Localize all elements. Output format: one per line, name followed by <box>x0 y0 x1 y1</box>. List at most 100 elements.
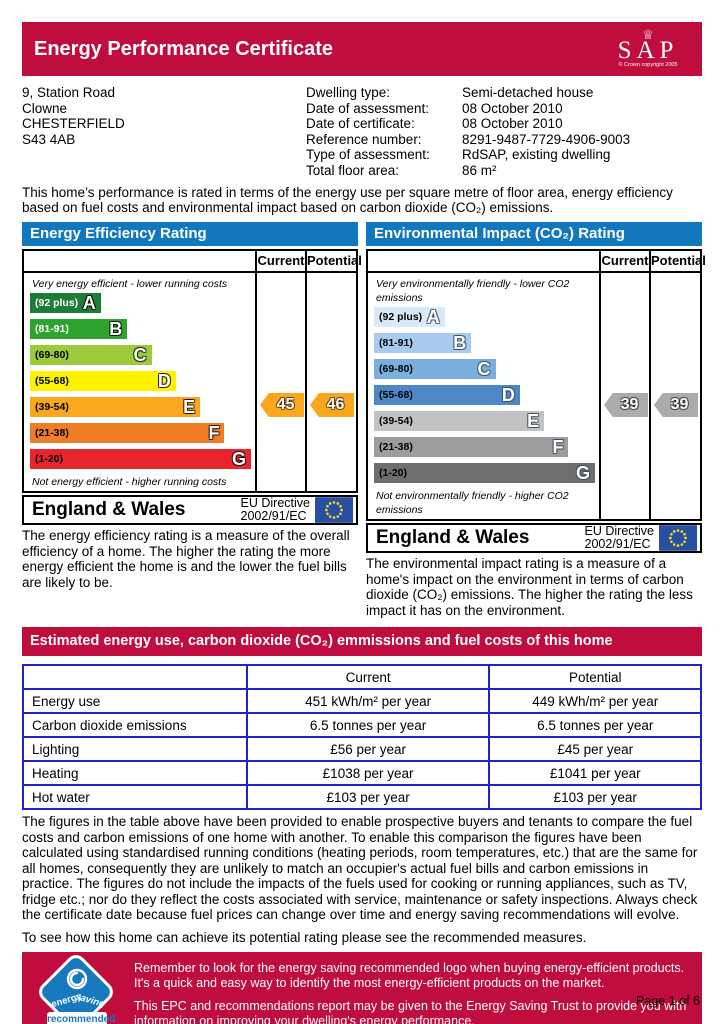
potential-column-header: Potential <box>305 251 362 271</box>
rating-band: (21-38) F <box>374 437 569 457</box>
detail-value: 8291-9487-7729-4906-9003 <box>462 131 631 147</box>
band-range-label: (81-91) <box>35 323 69 335</box>
chart-column-headers: Current Potential <box>24 251 362 273</box>
address-line: CHESTERFIELD <box>22 116 125 131</box>
property-info: 9, Station Road Clowne CHESTERFIELD S43 4AB… <box>22 85 702 178</box>
detail-row: Dwelling type: Semi-detached house <box>306 85 702 101</box>
header-band: Energy Performance Certificate ♕ SAP © C… <box>22 22 702 76</box>
potential-value-cell: £103 per year <box>488 784 702 810</box>
rating-band: (1-20) G <box>30 449 251 469</box>
rating-charts: Energy Efficiency Rating Current Potenti… <box>22 222 706 618</box>
band-range-label: (92 plus) <box>35 297 79 309</box>
current-value-cell: 6.5 tonnes per year <box>245 712 491 738</box>
page-title: Energy Performance Certificate <box>34 37 334 60</box>
rating-bands: (92 plus) A (81-91) B (69-80) C (55-68) … <box>374 307 595 483</box>
potential-rating-arrow: 39 <box>654 393 698 417</box>
rating-chart: Current Potential Very energy efficient … <box>22 249 362 493</box>
detail-label: Date of assessment: <box>306 100 430 116</box>
band-letter: A <box>82 293 96 313</box>
detail-row: Date of assessment: 08 October 2010 <box>306 101 702 117</box>
table-header-current: Current <box>245 664 491 690</box>
energy-saving-trust-note: This EPC and recommendations report may … <box>134 999 687 1024</box>
current-column: 45 <box>255 273 305 491</box>
rating-band: (92 plus) A <box>374 307 445 327</box>
band-range-label: (55-68) <box>35 375 69 387</box>
eu-directive-label: EU Directive 2002/91/EC <box>584 524 654 551</box>
bottom-caption: Not energy efficient - higher running co… <box>32 476 227 488</box>
potential-column: 46 <box>305 273 356 491</box>
chart-column-headers: Current Potential <box>368 251 706 273</box>
top-caption: Very energy efficient - lower running co… <box>32 278 228 290</box>
cost-table-header-row: Current Potential <box>22 664 702 690</box>
property-address: 9, Station Road Clowne CHESTERFIELD S43 4AB <box>22 85 306 178</box>
recommended-measures-note: To see how this home can achieve its pot… <box>22 929 587 945</box>
detail-value: Semi-detached house <box>462 85 594 100</box>
eu-directive-label: EU Directive 2002/91/EC <box>240 496 310 523</box>
detail-label: Date of certificate: <box>306 116 415 131</box>
current-column-header: Current <box>599 251 649 271</box>
band-range-label: (1-20) <box>379 467 408 479</box>
band-letter: C <box>477 359 491 379</box>
rating-band: (81-91) B <box>30 319 128 339</box>
rating-band: (21-38) F <box>30 423 225 443</box>
band-range-label: (1-20) <box>35 453 64 465</box>
estimated-costs-section-header: Estimated energy use, carbon dioxide (CO… <box>22 627 702 656</box>
energy-saving-logo-note: Remember to look for the energy saving r… <box>134 961 685 990</box>
rating-band: (69-80) C <box>374 359 496 379</box>
cost-table-row: Hot water £103 per year £103 per year <box>22 784 702 810</box>
detail-row: Date of certificate: 08 October 2010 <box>306 116 702 132</box>
current-rating-arrow: 39 <box>604 393 648 417</box>
rating-chart: Current Potential Very environmentally f… <box>366 249 706 521</box>
band-range-label: (39-54) <box>379 415 413 427</box>
table-header-potential: Potential <box>488 664 702 690</box>
cost-table-row: Carbon dioxide emissions 6.5 tonnes per … <box>22 712 702 738</box>
cost-table-row: Lighting £56 per year £45 per year <box>22 736 702 762</box>
energy-efficiency-rating-panel: Energy Efficiency Rating Current Potenti… <box>22 222 362 618</box>
band-range-label: (55-68) <box>379 389 413 401</box>
cost-table: Current Potential Energy use 451 kWh/m² … <box>22 664 702 810</box>
region-label: England & Wales <box>376 527 530 548</box>
band-range-label: (69-80) <box>379 363 413 375</box>
region-footer: England & Wales EU Directive 2002/91/EC <box>22 495 358 525</box>
detail-label: Type of assessment: <box>306 147 430 162</box>
current-value-cell: £1038 per year <box>245 760 491 786</box>
crown-icon: ♕ <box>642 26 654 42</box>
band-letter: E <box>183 397 196 417</box>
sap-logo-text: SAP <box>617 36 679 64</box>
band-letter: D <box>157 371 171 391</box>
energy-saving-recommended-logo: energy saving recommended Certification … <box>34 950 120 1024</box>
rating-band: (81-91) B <box>374 333 472 353</box>
row-label-cell: Carbon dioxide emissions <box>22 712 248 738</box>
detail-value: 86 m² <box>462 162 497 178</box>
row-label-cell: Heating <box>22 760 248 786</box>
rating-band: (55-68) D <box>374 385 520 405</box>
eu-flag-icon <box>659 525 697 551</box>
detail-value: 08 October 2010 <box>462 116 563 131</box>
detail-value: RdSAP, existing dwelling <box>462 147 611 162</box>
band-letter: B <box>453 333 467 353</box>
band-range-label: (69-80) <box>35 349 69 361</box>
potential-value-cell: 6.5 tonnes per year <box>488 712 702 738</box>
band-range-label: (21-38) <box>35 427 69 439</box>
address-line: 9, Station Road <box>22 85 116 100</box>
band-range-label: (39-54) <box>35 401 69 413</box>
potential-column: 39 <box>649 273 700 519</box>
band-letter: D <box>501 385 515 405</box>
region-footer: England & Wales EU Directive 2002/91/EC <box>366 523 702 553</box>
band-letter: A <box>426 307 440 327</box>
rating-band: (92 plus) A <box>30 293 101 313</box>
band-letter: G <box>575 463 590 483</box>
swirl-icon <box>66 968 88 990</box>
current-column-header: Current <box>255 251 305 271</box>
band-letter: C <box>133 345 147 365</box>
cost-table-row: Energy use 451 kWh/m² per year 449 kWh/m… <box>22 688 702 714</box>
rating-band: (1-20) G <box>374 463 595 483</box>
top-caption: Very environmentally friendly - lower CO… <box>376 278 570 304</box>
potential-column-header: Potential <box>649 251 706 271</box>
panel-title: Energy Efficiency Rating <box>22 222 358 246</box>
current-value-cell: 451 kWh/m² per year <box>245 688 491 714</box>
table-header-cell <box>22 664 248 690</box>
rating-band: (69-80) C <box>30 345 152 365</box>
dwelling-details: Dwelling type: Semi-detached house Date … <box>306 85 702 178</box>
